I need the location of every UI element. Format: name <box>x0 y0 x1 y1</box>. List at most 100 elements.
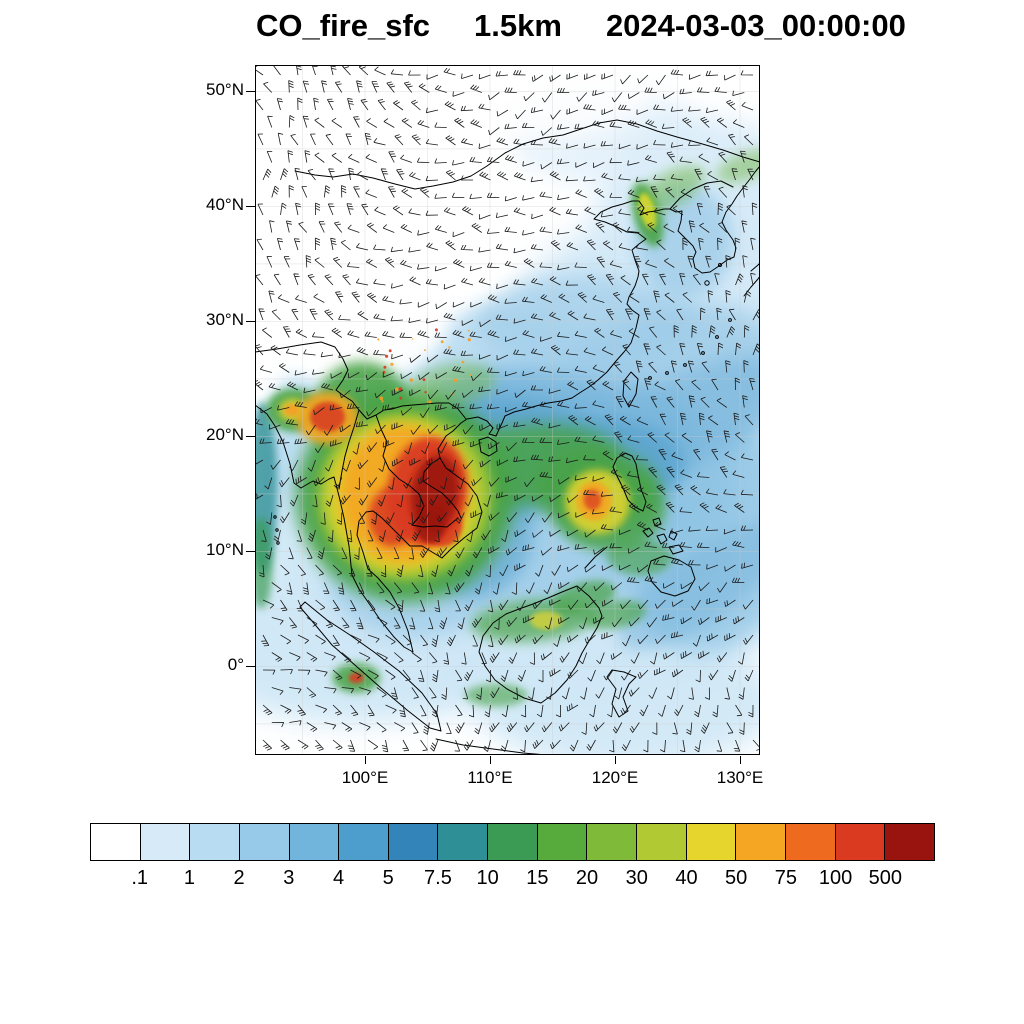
colorbar-cell <box>536 823 588 861</box>
x-axis-tickmark <box>740 756 741 764</box>
fire-speck <box>424 349 426 352</box>
fire-speck <box>383 365 387 369</box>
colorbar-cell <box>586 823 638 861</box>
colorbar-tick-label: 10 <box>476 867 499 889</box>
fire-speck <box>388 349 392 353</box>
fire-speck <box>390 362 394 366</box>
fire-speck <box>467 338 471 342</box>
co-plume <box>315 194 515 310</box>
fire-speck <box>409 378 413 383</box>
co-plume <box>348 672 364 684</box>
y-axis-tick-label: 40°N <box>206 195 244 215</box>
fire-speck <box>398 387 403 391</box>
fire-speck <box>434 328 438 332</box>
fire-speck <box>453 378 458 383</box>
co-plume <box>308 114 509 207</box>
colorbar-tick-label: 20 <box>575 867 599 889</box>
x-axis-tickmark <box>490 756 491 764</box>
coastline-mainland-asia <box>255 165 760 653</box>
fire-speck <box>448 346 451 349</box>
wind-barb-glyphs <box>255 65 760 753</box>
colorbar-cell <box>784 823 836 861</box>
fire-speck <box>424 391 427 394</box>
fire-speck <box>440 340 444 344</box>
fire-speck <box>422 378 426 382</box>
colorbar-cell <box>90 823 141 861</box>
colorbar-cell <box>685 823 737 861</box>
colorbar-tick-label: 30 <box>625 867 648 889</box>
co-plume <box>618 521 760 650</box>
colorbar <box>90 823 935 861</box>
border-mongolia-russia <box>294 119 760 210</box>
x-axis-tick-label: 110°E <box>467 768 513 787</box>
fire-speck <box>379 396 384 401</box>
wind-barbs <box>255 65 760 753</box>
colorbar-tick-label: 100 <box>818 867 853 889</box>
colorbar-cell <box>834 823 886 861</box>
colorbar-tick-label: 75 <box>774 867 797 889</box>
colorbar-tick-label: 40 <box>675 867 698 889</box>
colorbar-cell <box>437 823 489 861</box>
map-plot-area <box>255 65 760 755</box>
co-plume <box>638 193 657 229</box>
title-datetime: 2024-03-03_00:00:00 <box>605 8 906 43</box>
fire-speck <box>469 374 472 377</box>
y-axis-tick-label: 20°N <box>206 425 244 445</box>
title-variable: CO_fire_sfc <box>256 8 431 43</box>
y-axis-tickmark <box>246 551 255 553</box>
co-plume <box>409 362 496 407</box>
colorbar-cell <box>238 823 290 861</box>
co-plume <box>310 401 345 432</box>
small-islands <box>273 263 732 545</box>
map-canvas <box>255 65 760 755</box>
y-axis-tick-label: 10°N <box>206 540 244 560</box>
co-plume <box>465 683 528 707</box>
fire-speck <box>411 338 414 340</box>
colorbar-cell <box>338 823 389 861</box>
x-axis-tickmark <box>615 756 616 764</box>
co-plume <box>583 489 602 511</box>
fire-speck <box>467 329 470 332</box>
colorbar-cell <box>487 823 538 861</box>
co-plume <box>283 403 299 417</box>
co-plume <box>415 506 445 544</box>
colorbar-tick-label: 500 <box>868 867 902 889</box>
colorbar-tick-label: 5 <box>382 867 394 889</box>
fire-speck <box>377 338 380 341</box>
x-axis-tick-label: 120°E <box>591 768 639 787</box>
x-axis-tick-label: 130°E <box>716 768 764 787</box>
coastlines-and-borders <box>255 119 760 755</box>
fire-speck <box>399 396 403 400</box>
fire-specks <box>377 328 472 404</box>
plot-frame <box>255 65 760 755</box>
coastline-islands <box>299 262 760 755</box>
colorbar-cell <box>636 823 687 861</box>
colorbar-tick-label: 1 <box>183 867 195 889</box>
colorbar-tick-label: .1 <box>131 867 149 889</box>
y-axis-tick-label: 50°N <box>206 80 244 100</box>
title-level: 1.5km <box>474 8 562 43</box>
y-axis-tickmark <box>246 321 255 323</box>
fire-speck <box>461 360 465 364</box>
y-axis-tick-label: 0° <box>227 655 244 675</box>
fire-speck <box>381 400 384 403</box>
co-plume <box>255 516 273 609</box>
fire-speck <box>428 400 432 404</box>
co-plume <box>530 611 563 630</box>
y-axis-tickmark <box>246 91 255 93</box>
plot-title: CO_fire_sfc 1.5km 2024-03-03_00:00:00 <box>256 8 966 44</box>
borders-southeast-asia <box>338 409 462 528</box>
colorbar-tick-label: 2 <box>233 867 245 889</box>
fire-speck <box>385 354 389 358</box>
colorbar-cell <box>735 823 786 861</box>
x-axis-tick-label: 100°E <box>341 768 389 787</box>
colorbar-tick-label: 3 <box>283 867 295 889</box>
colorbar-tick-labels: .1 1 2 3 4 5 7.5 10 15 20 30 40 50 75 100 500 <box>90 867 935 893</box>
y-axis-tickmark <box>246 666 255 668</box>
co-plume <box>607 538 673 576</box>
colorbar-cell <box>189 823 240 861</box>
co-plume <box>716 149 760 184</box>
y-axis-tickmark <box>246 436 255 438</box>
colorbar-cell <box>387 823 439 861</box>
